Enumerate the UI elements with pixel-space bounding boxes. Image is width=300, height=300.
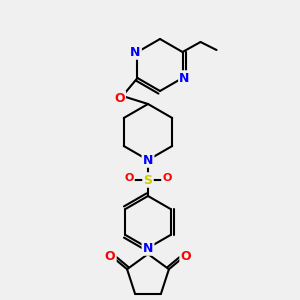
Text: N: N	[143, 154, 153, 166]
Text: O: O	[181, 250, 191, 263]
Text: N: N	[130, 46, 141, 59]
Text: N: N	[143, 242, 153, 254]
Text: S: S	[143, 173, 152, 187]
Text: O: O	[105, 250, 116, 263]
Text: O: O	[114, 92, 125, 104]
Text: O: O	[124, 173, 134, 183]
Text: N: N	[179, 71, 190, 85]
Text: O: O	[162, 173, 172, 183]
